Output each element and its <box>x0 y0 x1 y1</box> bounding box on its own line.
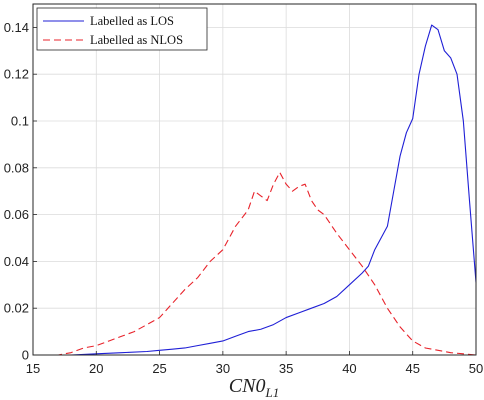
series-line-nlos <box>33 171 477 356</box>
x-tick-label: 45 <box>405 361 419 376</box>
y-tick-label: 0.14 <box>4 20 29 35</box>
x-axis-label-subscript: L1 <box>264 385 279 400</box>
x-tick-label: 50 <box>469 361 483 376</box>
y-tick-label: 0.06 <box>4 207 29 222</box>
y-tick-label: 0.02 <box>4 301 29 316</box>
series-layer <box>33 24 477 356</box>
x-tick-label: 40 <box>342 361 356 376</box>
series-line-los <box>33 24 477 356</box>
legend-label-nlos: Labelled as NLOS <box>90 33 183 47</box>
y-tick-label: 0.08 <box>4 160 29 175</box>
x-tick-label: 35 <box>279 361 293 376</box>
legend-box <box>36 7 208 51</box>
grid <box>32 4 477 356</box>
y-tick-label: 0 <box>22 348 29 363</box>
tick-labels: 15 20 25 30 35 40 45 50 0 0.02 0.04 0.06 0.08 0.1 0.12… <box>4 20 484 376</box>
x-tick-label: 25 <box>152 361 166 376</box>
y-tick-label: 0.04 <box>4 254 29 269</box>
y-tick-label: 0.12 <box>4 67 29 82</box>
legend-label-los: Labelled as LOS <box>90 14 174 28</box>
plot-area <box>33 4 476 355</box>
x-axis-label: CN0L1 <box>229 375 279 400</box>
y-tick-label: 0.1 <box>11 114 29 129</box>
x-axis-label-main: CN0 <box>229 375 266 397</box>
x-tick-label: 30 <box>216 361 230 376</box>
x-tick-label: 20 <box>89 361 103 376</box>
ticks <box>32 26 477 356</box>
plot-frame <box>32 3 477 356</box>
x-tick-label: 15 <box>26 361 40 376</box>
legend: Labelled as LOS Labelled as NLOS <box>36 7 208 51</box>
